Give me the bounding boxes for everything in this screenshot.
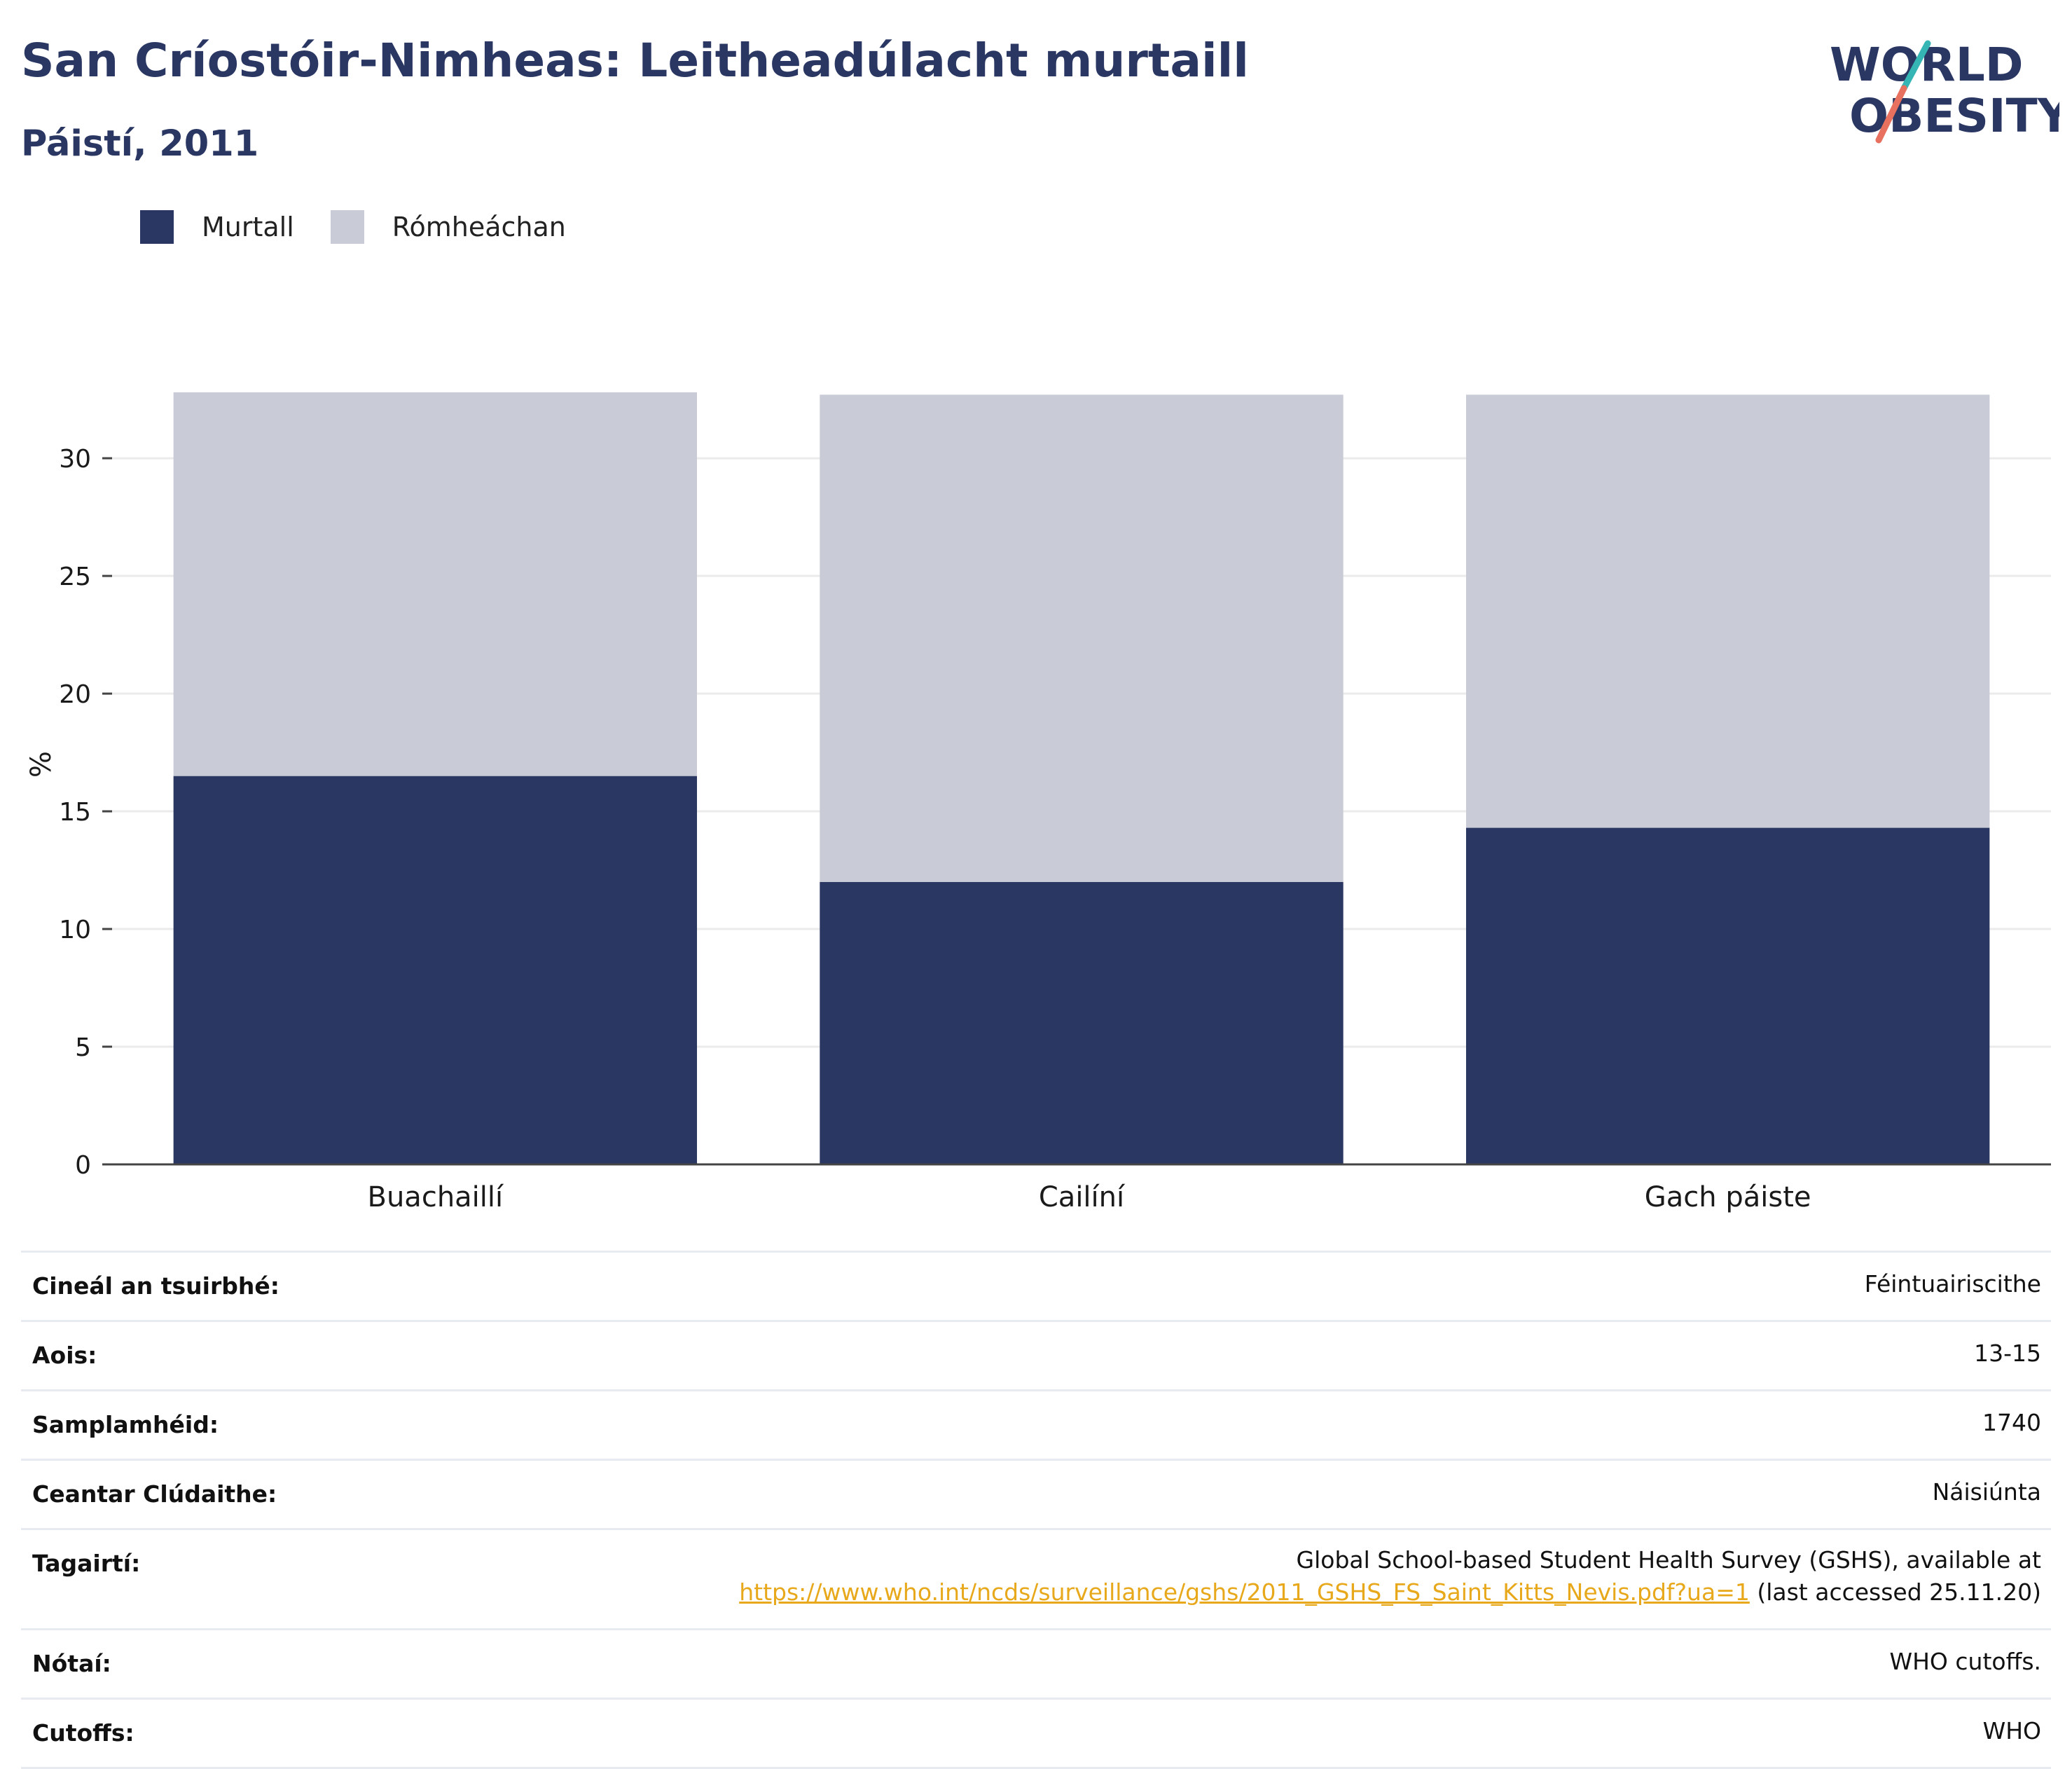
y-tick-label: 5 [75, 1033, 91, 1062]
meta-row-reference: Tagairtí: Global School-based Student He… [21, 1528, 2051, 1628]
y-tick-label: 10 [59, 916, 91, 944]
y-tick-label: 15 [59, 798, 91, 827]
bar-romheachan-2 [1465, 394, 1990, 828]
meta-row: Ceantar Clúdaithe: Náisiúnta [21, 1459, 2051, 1528]
legend-swatch-romheachan [330, 210, 364, 244]
reference-text: Global School-based Student Health Surve… [1296, 1546, 2041, 1574]
meta-value: Féintuairiscithe [1864, 1270, 2041, 1298]
meta-value: 13-15 [1974, 1340, 2041, 1367]
meta-value: 1740 [1982, 1409, 2041, 1436]
bar-romheachan-1 [820, 394, 1344, 882]
meta-key: Nótaí: [32, 1650, 111, 1677]
y-tick-label: 25 [59, 563, 91, 591]
meta-key: Ceantar Clúdaithe: [32, 1480, 277, 1508]
legend-item-murtall[interactable]: Murtall [140, 210, 294, 244]
y-tick-label: 20 [59, 680, 91, 709]
x-category-label: Gach páiste [1645, 1181, 1811, 1213]
meta-key: Samplamhéid: [32, 1411, 219, 1438]
meta-row: Samplamhéid: 1740 [21, 1389, 2051, 1459]
x-category-label: Buachaillí [368, 1181, 505, 1213]
logo-line2: OBESITY [1849, 89, 2059, 143]
reference-link[interactable]: https://www.who.int/ncds/surveillance/gs… [739, 1578, 1750, 1606]
chart-subtitle: Páistí, 2011 [21, 123, 259, 165]
y-axis-label: % [25, 751, 57, 778]
legend-swatch-murtall [140, 210, 174, 244]
bar-murtall-1 [820, 881, 1344, 1164]
chart-title: San Críostóir-Nimheas: Leitheadúlacht mu… [21, 34, 1249, 88]
meta-key: Cutoffs: [32, 1719, 134, 1747]
reference-accessed: (last accessed 25.11.20) [1749, 1578, 2041, 1606]
bar-romheachan-0 [173, 392, 698, 776]
meta-key: Tagairtí: [32, 1550, 141, 1577]
legend: Murtall Rómheáchan [140, 207, 602, 247]
meta-key: Cineál an tsuirbhé: [32, 1272, 279, 1300]
meta-value: WHO cutoffs. [1889, 1648, 2041, 1675]
meta-value-reference: Global School-based Student Health Surve… [739, 1544, 2041, 1609]
legend-label-murtall: Murtall [202, 212, 294, 242]
meta-row: Aois: 13-15 [21, 1320, 2051, 1389]
meta-value: Náisiúnta [1932, 1478, 2041, 1506]
chart-canvas: 0 5 10 15 20 25 30% Buachaillí Cailíní Gach páist… [25, 392, 2051, 1213]
legend-label-romheachan: Rómheáchan [392, 212, 566, 242]
meta-key: Aois: [32, 1342, 97, 1369]
y-tick-label: 30 [59, 445, 91, 474]
world-obesity-logo: WORLD OBESITY [1828, 28, 2072, 151]
survey-info-table: Cineál an tsuirbhé: Féintuairiscithe Aois:… [21, 1251, 2051, 1769]
meta-value: WHO [1982, 1717, 2041, 1744]
x-category-label: Cailíní [1039, 1181, 1126, 1213]
meta-row: Cineál an tsuirbhé: Féintuairiscithe [21, 1251, 2051, 1320]
bar-murtall-2 [1465, 827, 1990, 1164]
y-tick-label: 0 [75, 1151, 91, 1180]
bar-murtall-0 [173, 776, 698, 1164]
bar-chart: 0 5 10 15 20 25 30% Buachaillí Cailíní Gach páist… [25, 392, 2051, 1213]
meta-row: Nótaí: WHO cutoffs. [21, 1628, 2051, 1698]
legend-item-romheachan[interactable]: Rómheáchan [330, 210, 566, 244]
meta-row: Cutoffs: WHO [21, 1698, 2051, 1769]
